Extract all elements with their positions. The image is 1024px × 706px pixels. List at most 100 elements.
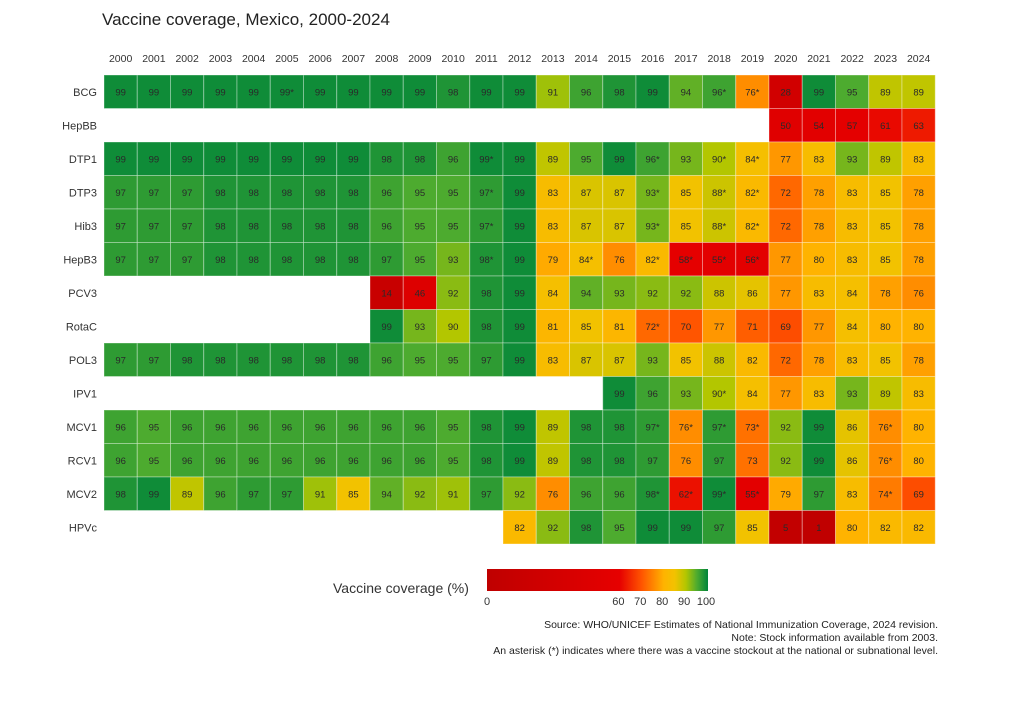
heatmap-cell (668, 342, 703, 377)
heatmap-cell (203, 476, 238, 511)
cell-value-label: 82* (745, 221, 760, 232)
heatmap-cell (369, 342, 404, 377)
heatmap-cell (269, 242, 304, 277)
heatmap-cell (402, 309, 437, 344)
cell-value-label: 73* (745, 422, 760, 433)
cell-value-label: 76* (878, 456, 893, 467)
cell-value-label: 99 (215, 154, 226, 165)
cell-value-label: 98 (215, 355, 226, 366)
heatmap-cell (602, 309, 637, 344)
cell-value-label: 83 (847, 255, 858, 266)
cell-value-label: 73 (747, 456, 758, 467)
x-tick-label: 2005 (275, 53, 299, 65)
cell-value-label: 99 (514, 221, 525, 232)
heatmap: 2000 2001 2002 2003 2004 2005 2006 2007 2008 2009… (62, 53, 936, 545)
heatmap-cell (569, 510, 604, 545)
heatmap-cell (569, 342, 604, 377)
cell-value-label: 96 (381, 422, 392, 433)
heatmap-cell (336, 242, 371, 277)
cell-value-label: 85 (880, 255, 891, 266)
heatmap-cell (602, 342, 637, 377)
cell-value-label: 95 (448, 221, 459, 232)
x-tick-label: 2012 (508, 53, 532, 65)
cell-value-label: 84* (579, 255, 594, 266)
heatmap-cell (635, 510, 670, 545)
cell-value-label: 92 (780, 456, 791, 467)
cell-value-label: 81 (614, 322, 625, 333)
cell-value-label: 82* (645, 255, 660, 266)
x-tick-label: 2020 (774, 53, 798, 65)
cell-value-label: 96 (315, 422, 326, 433)
heatmap-cell (170, 141, 205, 176)
heatmap-cell (336, 175, 371, 210)
y-tick-label: RotaC (66, 321, 97, 333)
heatmap-cell (303, 175, 338, 210)
heatmap-cell (868, 342, 903, 377)
cell-value-label: 96 (581, 489, 592, 500)
heatmap-cell (868, 141, 903, 176)
asterisk-note: An asterisk (*) indicates where there wa… (493, 645, 938, 657)
cell-value-label: 88 (714, 288, 725, 299)
heatmap-cell (402, 342, 437, 377)
heatmap-cell (635, 208, 670, 243)
heatmap-cell (535, 476, 570, 511)
heatmap-cell (436, 342, 471, 377)
cell-value-label: 99 (514, 355, 525, 366)
cell-value-label: 83 (548, 221, 559, 232)
cell-value-label: 99 (182, 87, 193, 98)
heatmap-cell (768, 443, 803, 478)
chart-title: Vaccine coverage, Mexico, 2000-2024 (102, 10, 390, 29)
heatmap-cell (535, 242, 570, 277)
heatmap-cell (436, 242, 471, 277)
cell-value-label: 77 (780, 255, 791, 266)
heatmap-cell (668, 208, 703, 243)
cell-value-label: 83 (814, 288, 825, 299)
heatmap-cell (469, 74, 504, 109)
cell-value-label: 96 (115, 422, 126, 433)
heatmap-cell (668, 443, 703, 478)
cell-value-label: 82* (745, 188, 760, 199)
legend-tick-label: 0 (483, 596, 491, 608)
cell-value-label: 90* (712, 154, 727, 165)
heatmap-cell (136, 409, 171, 444)
heatmap-cell (236, 443, 271, 478)
cell-value-label: 85 (681, 221, 692, 232)
heatmap-cell (768, 409, 803, 444)
cell-value-label: 97 (149, 188, 160, 199)
cell-value-label: 95 (448, 188, 459, 199)
cell-value-label: 98 (581, 456, 592, 467)
cell-value-label: 96 (215, 456, 226, 467)
x-tick-label: 2016 (641, 53, 665, 65)
heatmap-cell (369, 242, 404, 277)
heatmap-cell (868, 376, 903, 411)
cell-value-label: 82 (913, 523, 924, 534)
cell-value-label: 98 (315, 355, 326, 366)
cell-value-label: 98 (481, 422, 492, 433)
cell-value-label: 87 (581, 355, 592, 366)
x-tick-label: 2002 (175, 53, 199, 65)
cell-value-label: 99 (149, 87, 160, 98)
cell-value-label: 99 (149, 154, 160, 165)
cell-value-label: 70 (681, 322, 692, 333)
heatmap-cell (535, 141, 570, 176)
heatmap-cell (136, 74, 171, 109)
heatmap-cell (668, 275, 703, 310)
heatmap-cell (236, 208, 271, 243)
cell-value-label: 97 (248, 489, 259, 500)
cell-value-label: 98 (614, 456, 625, 467)
heatmap-cell (835, 510, 870, 545)
cell-value-label: 97 (115, 355, 126, 366)
cell-value-label: 99 (182, 154, 193, 165)
cell-value-label: 94 (381, 489, 392, 500)
heatmap-cell (569, 409, 604, 444)
cell-value-label: 97 (149, 221, 160, 232)
cell-value-label: 95 (448, 456, 459, 467)
cell-value-label: 97 (481, 355, 492, 366)
cell-value-label: 86 (847, 456, 858, 467)
cell-value-label: 89 (880, 154, 891, 165)
cell-value-label: 98 (348, 221, 359, 232)
heatmap-cell (868, 443, 903, 478)
cell-value-label: 83 (847, 489, 858, 500)
heatmap-cell (469, 141, 504, 176)
x-tick-label: 2011 (475, 53, 498, 65)
